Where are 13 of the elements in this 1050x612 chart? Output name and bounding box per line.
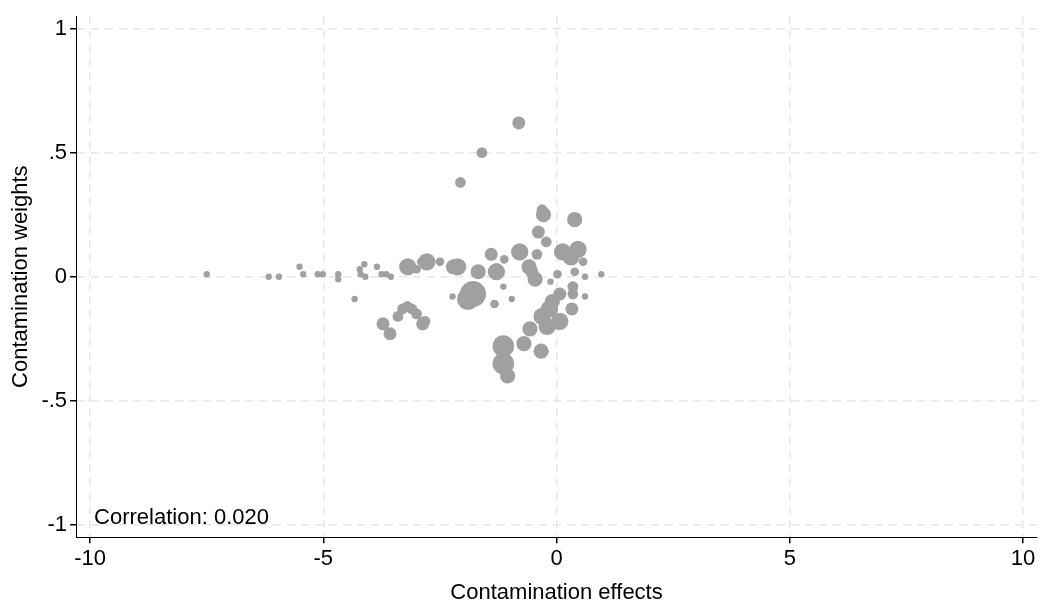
x-tick-label: -5: [313, 545, 334, 571]
y-tick-label: 1: [54, 14, 68, 40]
x-tick-label: 10: [1010, 545, 1036, 571]
x-tick-label: -10: [74, 545, 106, 571]
y-axis-title: Contamination weights: [7, 165, 33, 388]
y-tick-label: -.5: [41, 386, 68, 412]
x-axis-title: Contamination effects: [450, 578, 663, 604]
x-tick-label: 0: [550, 545, 563, 571]
y-tick-label: 0: [54, 262, 68, 288]
y-tick-label: -1: [47, 510, 68, 536]
x-tick-label: 5: [783, 545, 796, 571]
annotation: Correlation: 0.020: [94, 504, 269, 530]
y-tick-label: .5: [48, 138, 68, 164]
